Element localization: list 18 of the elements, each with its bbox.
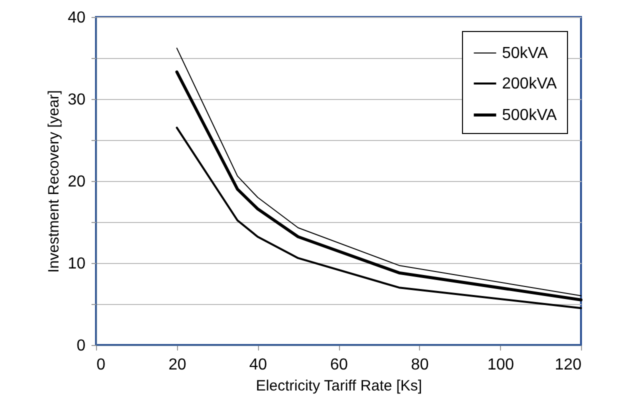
y-tick-label: 20 xyxy=(68,174,86,190)
y-axis-title: Investment Recovery [year] xyxy=(46,90,63,273)
x-axis-title: Electricity Tariff Rate [Ks] xyxy=(256,378,422,394)
y-tick-label: 10 xyxy=(68,256,86,272)
legend-label: 50kVA xyxy=(502,45,548,62)
x-tick-label: 100 xyxy=(487,356,514,374)
legend-label: 200kVA xyxy=(502,76,558,92)
y-tick-label: 0 xyxy=(76,338,86,354)
line-series xyxy=(176,126,582,310)
x-tick-label: 0 xyxy=(96,356,106,374)
x-tick-label: 20 xyxy=(168,356,186,374)
y-tick-label: 40 xyxy=(68,10,86,26)
x-tick-label: 40 xyxy=(249,356,268,374)
x-tick-label: 60 xyxy=(330,356,348,374)
y-tick-label: 30 xyxy=(68,92,86,108)
x-tick-label: 80 xyxy=(410,356,429,374)
legend-label: 500kVA xyxy=(502,107,558,124)
x-tick-label: 120 xyxy=(554,356,582,374)
